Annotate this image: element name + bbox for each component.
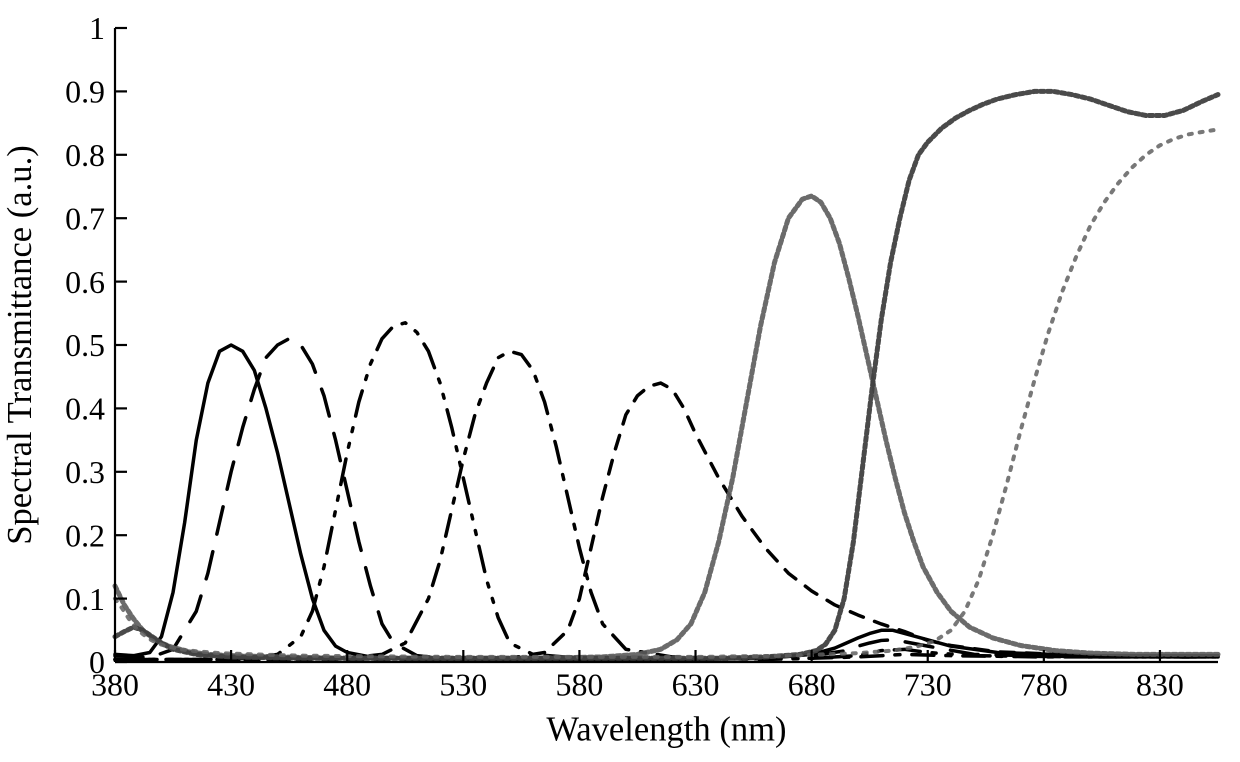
y-tick-label: 0.1 [65,582,105,617]
x-tick-label: 730 [904,668,952,703]
y-tick-label: 1 [89,11,105,46]
y-tick-label: 0.2 [65,518,105,553]
chart-svg: 38043048053058063068073078083000.10.20.3… [0,0,1240,762]
x-tick-label: 630 [672,668,720,703]
y-tick-label: 0.5 [65,328,105,363]
x-tick-label: 830 [1136,668,1184,703]
x-tick-label: 680 [788,668,836,703]
x-tick-label: 780 [1020,668,1068,703]
y-axis-label: Spectral Transmittance (a.u.) [1,145,39,544]
x-axis-label: Wavelength (nm) [546,710,786,748]
y-tick-label: 0.8 [65,138,105,173]
y-tick-label: 0.4 [65,392,105,427]
y-tick-label: 0.9 [65,75,105,110]
x-tick-label: 530 [439,668,487,703]
y-tick-label: 0.3 [65,455,105,490]
y-tick-label: 0 [89,645,105,680]
x-tick-label: 430 [207,668,255,703]
x-tick-label: 480 [323,668,371,703]
spectral-transmittance-chart: 38043048053058063068073078083000.10.20.3… [0,0,1240,762]
x-tick-label: 580 [555,668,603,703]
y-tick-label: 0.6 [65,265,105,300]
y-tick-label: 0.7 [65,201,105,236]
